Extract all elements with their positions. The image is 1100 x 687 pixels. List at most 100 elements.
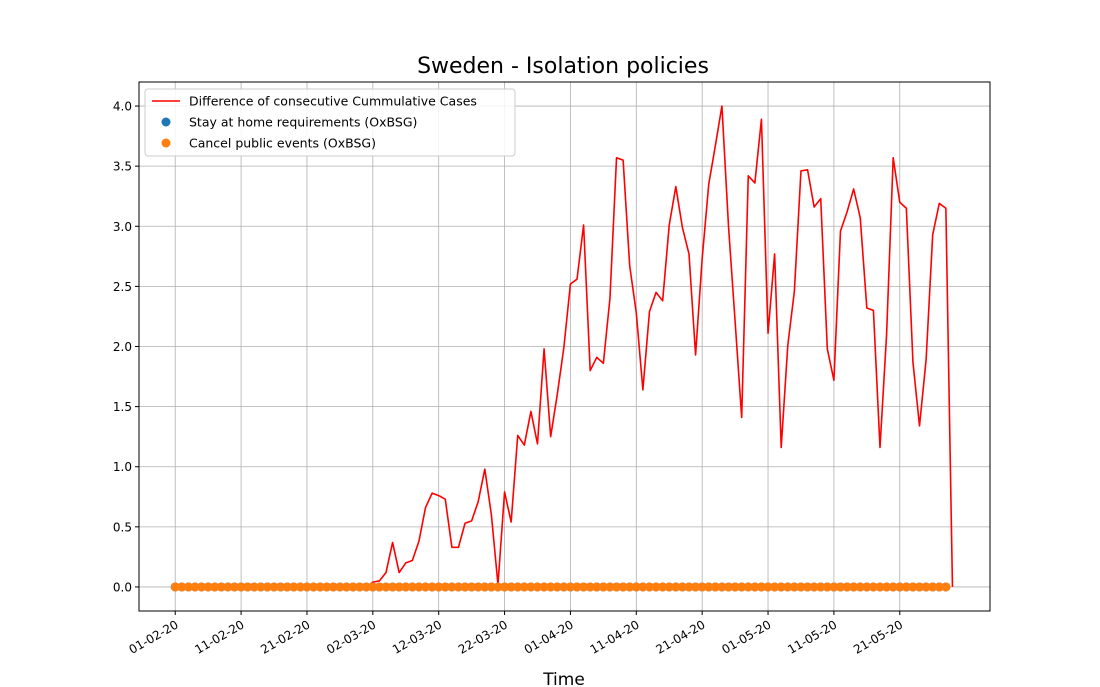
legend-entry-label: Stay at home requirements (OxBSG): [189, 115, 417, 130]
point-cancel-public-events: [243, 582, 253, 592]
x-tick-label: 01-05-20: [719, 617, 773, 656]
legend: Difference of consecutive Cummulative Ca…: [144, 88, 516, 157]
point-cancel-public-events: [414, 582, 424, 592]
point-cancel-public-events: [262, 582, 272, 592]
point-cancel-public-events: [401, 582, 411, 592]
point-cancel-public-events: [183, 582, 193, 592]
point-cancel-public-events: [513, 582, 523, 592]
y-tick-label: 0.5: [113, 520, 132, 534]
y-tick-label: 0.0: [113, 580, 132, 594]
point-cancel-public-events: [546, 582, 556, 592]
point-cancel-public-events: [256, 582, 266, 592]
point-cancel-public-events: [480, 582, 490, 592]
point-cancel-public-events: [453, 582, 463, 592]
point-cancel-public-events: [493, 582, 503, 592]
point-cancel-public-events: [552, 582, 562, 592]
x-axis-label: Time: [542, 670, 585, 687]
point-cancel-public-events: [941, 582, 951, 592]
point-cancel-public-events: [638, 582, 648, 592]
point-cancel-public-events: [658, 582, 668, 592]
point-cancel-public-events: [302, 582, 312, 592]
point-cancel-public-events: [882, 582, 892, 592]
x-tick-label: 22-03-20: [456, 617, 510, 656]
point-cancel-public-events: [783, 582, 793, 592]
point-cancel-public-events: [921, 582, 931, 592]
point-cancel-public-events: [677, 582, 687, 592]
y-axis: 0.0 0.5 1.0 1.5 2.0 2.5 3.0 3.5 4.0: [113, 100, 139, 594]
point-cancel-public-events: [368, 582, 378, 592]
legend-swatch-dot: [161, 138, 171, 148]
point-cancel-public-events: [295, 582, 305, 592]
point-cancel-public-events: [210, 582, 220, 592]
point-cancel-public-events: [388, 582, 398, 592]
point-cancel-public-events: [170, 582, 180, 592]
point-cancel-public-events: [421, 582, 431, 592]
point-cancel-public-events: [849, 582, 859, 592]
point-cancel-public-events: [539, 582, 549, 592]
point-cancel-public-events: [770, 582, 780, 592]
point-cancel-public-events: [598, 582, 608, 592]
point-cancel-public-events: [427, 582, 437, 592]
point-cancel-public-events: [282, 582, 292, 592]
point-cancel-public-events: [862, 582, 872, 592]
point-cancel-public-events: [855, 582, 865, 592]
point-cancel-public-events: [691, 582, 701, 592]
x-tick-label: 02-03-20: [324, 617, 378, 656]
chart-title: Sweden - Isolation policies: [417, 54, 709, 79]
point-cancel-public-events: [908, 582, 918, 592]
point-cancel-public-events: [915, 582, 925, 592]
point-cancel-public-events: [394, 582, 404, 592]
x-tick-label: 11-04-20: [588, 617, 642, 656]
point-cancel-public-events: [500, 582, 510, 592]
point-cancel-public-events: [381, 582, 391, 592]
x-tick-label: 01-02-20: [127, 617, 181, 656]
point-cancel-public-events: [796, 582, 806, 592]
point-cancel-public-events: [928, 582, 938, 592]
y-tick-label: 2.5: [113, 280, 132, 294]
point-cancel-public-events: [203, 582, 213, 592]
point-cancel-public-events: [625, 582, 635, 592]
point-cancel-public-events: [631, 582, 641, 592]
point-cancel-public-events: [197, 582, 207, 592]
point-cancel-public-events: [565, 582, 575, 592]
point-cancel-public-events: [269, 582, 279, 592]
point-cancel-public-events: [737, 582, 747, 592]
point-cancel-public-events: [684, 582, 694, 592]
legend-entry-label: Difference of consecutive Cummulative Ca…: [189, 94, 477, 109]
point-cancel-public-events: [315, 582, 325, 592]
point-cancel-public-events: [934, 582, 944, 592]
legend-swatch-dot: [161, 117, 171, 127]
point-cancel-public-events: [572, 582, 582, 592]
point-cancel-public-events: [816, 582, 826, 592]
point-cancel-public-events: [704, 582, 714, 592]
point-cancel-public-events: [809, 582, 819, 592]
point-cancel-public-events: [697, 582, 707, 592]
y-tick-label: 1.0: [113, 460, 132, 474]
point-cancel-public-events: [664, 582, 674, 592]
point-cancel-public-events: [763, 582, 773, 592]
legend-entry-label: Cancel public events (OxBSG): [189, 136, 376, 151]
point-cancel-public-events: [710, 582, 720, 592]
point-cancel-public-events: [592, 582, 602, 592]
point-cancel-public-events: [335, 582, 345, 592]
point-cancel-public-events: [671, 582, 681, 592]
point-cancel-public-events: [789, 582, 799, 592]
point-cancel-public-events: [868, 582, 878, 592]
y-tick-label: 3.0: [113, 220, 132, 234]
point-cancel-public-events: [407, 582, 417, 592]
point-cancel-public-events: [532, 582, 542, 592]
y-tick-label: 1.5: [113, 400, 132, 414]
point-cancel-public-events: [276, 582, 286, 592]
point-cancel-public-events: [506, 582, 516, 592]
plot-frame: [138, 81, 991, 612]
point-cancel-public-events: [486, 582, 496, 592]
point-cancel-public-events: [743, 582, 753, 592]
point-cancel-public-events: [177, 582, 187, 592]
point-cancel-public-events: [526, 582, 536, 592]
point-cancel-public-events: [618, 582, 628, 592]
point-cancel-public-events: [875, 582, 885, 592]
point-cancel-public-events: [803, 582, 813, 592]
point-cancel-public-events: [612, 582, 622, 592]
point-cancel-public-events: [447, 582, 457, 592]
